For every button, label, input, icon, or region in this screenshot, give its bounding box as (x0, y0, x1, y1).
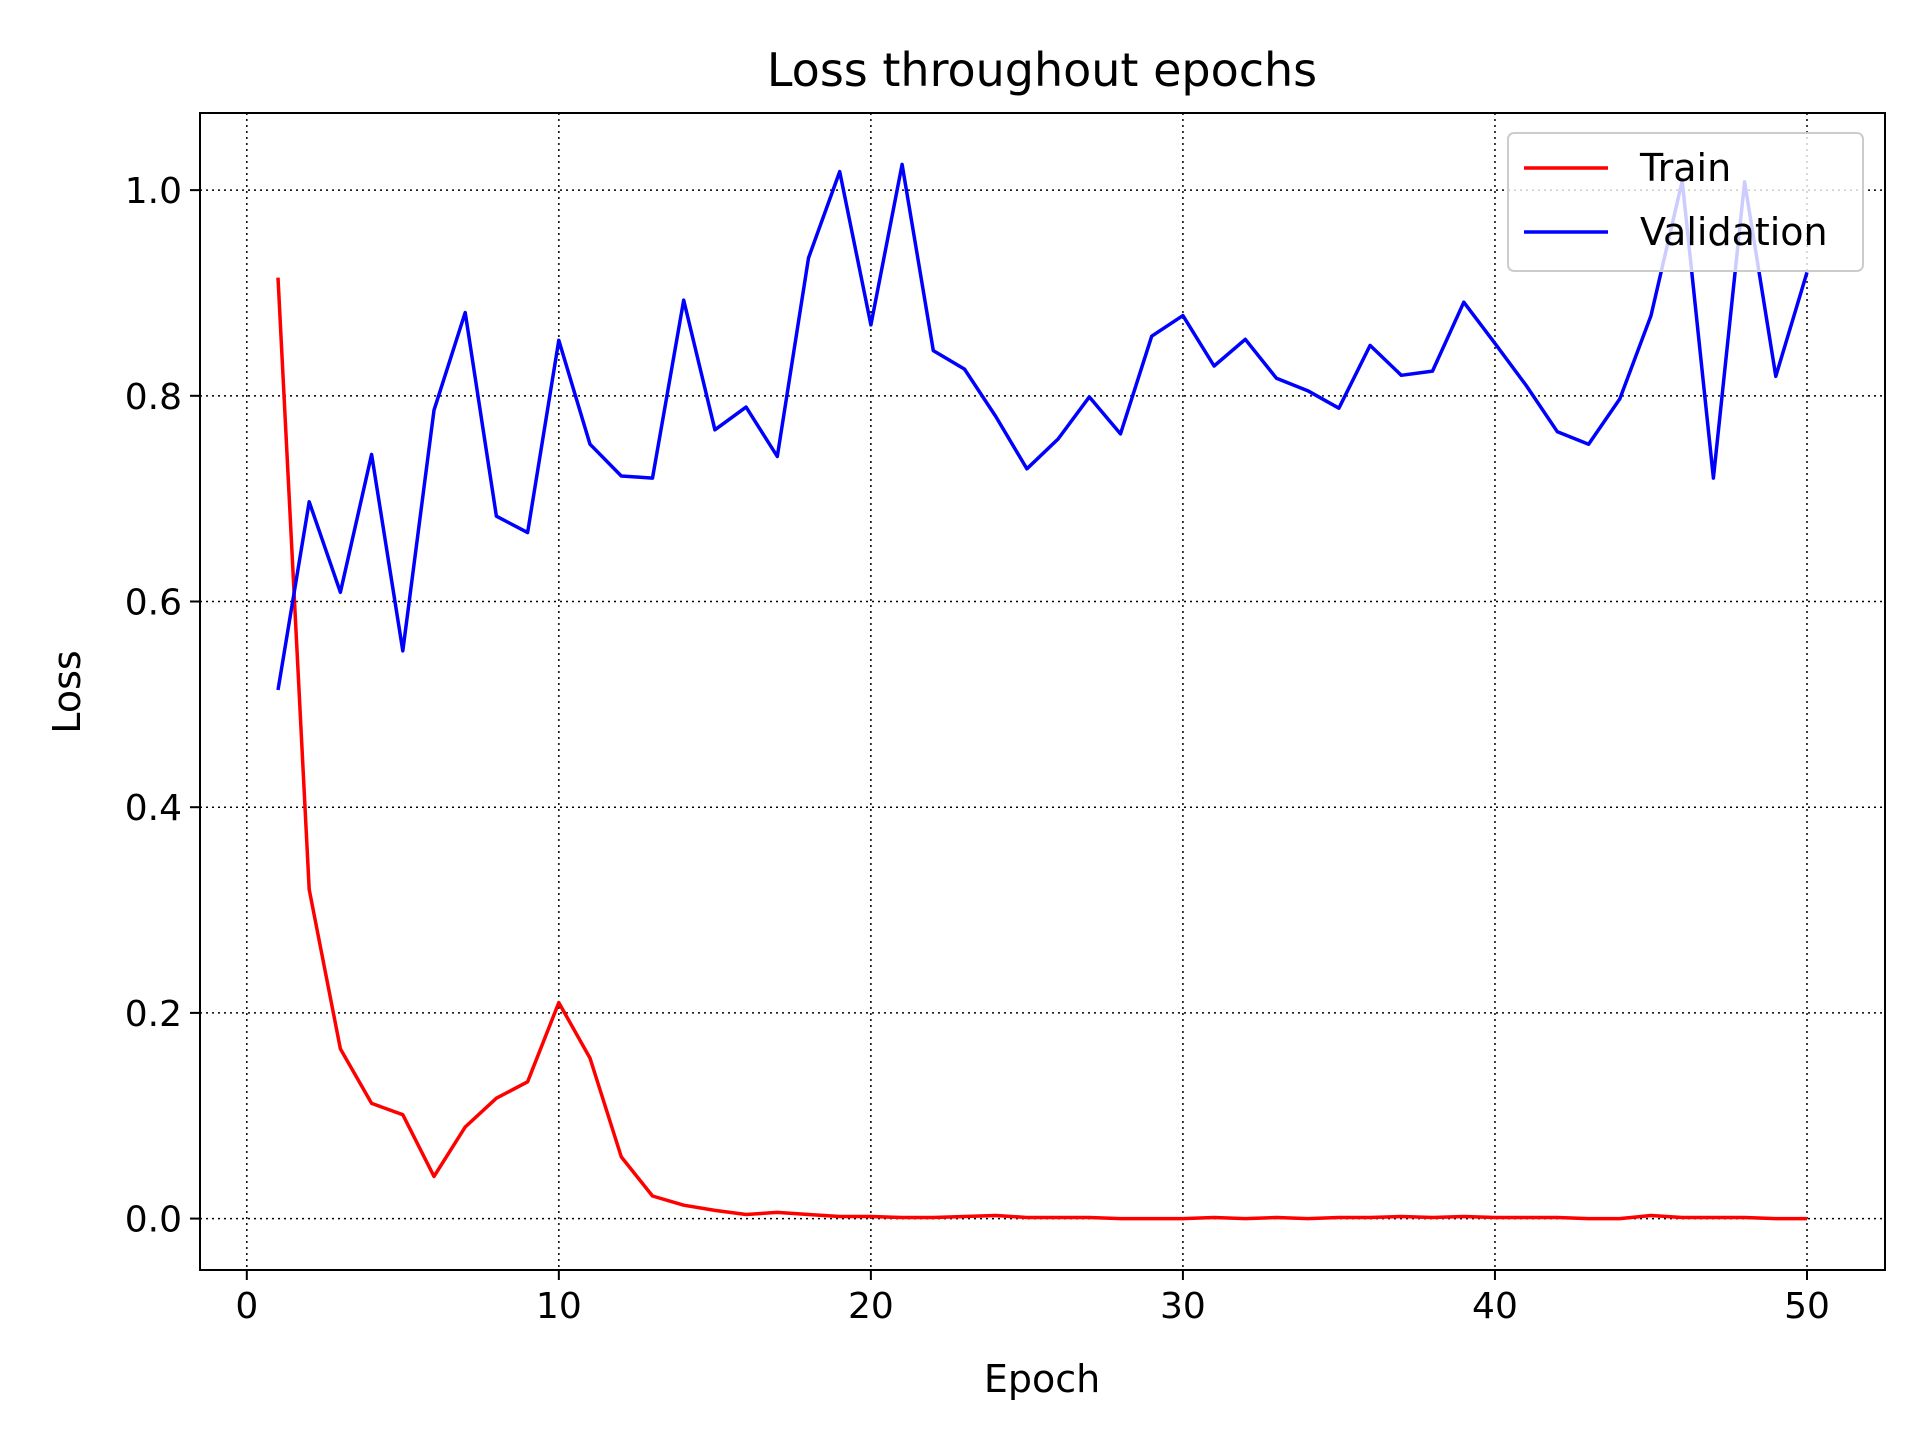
axis-ticks: 0 10 20 30 40 50 0.0 0.2 0.4 0.6 0.8 1.0 (125, 171, 1830, 1327)
legend-label-train: Train (1639, 146, 1731, 190)
x-tick-label: 20 (848, 1286, 894, 1327)
y-tick-label: 0.0 (125, 1200, 182, 1241)
x-tick-label: 50 (1784, 1286, 1830, 1327)
series-lines (276, 162, 1809, 1221)
series-line-validation (276, 162, 1809, 691)
y-tick-label: 0.6 (125, 583, 182, 624)
y-tick-label: 1.0 (125, 171, 182, 212)
series-line-train (276, 277, 1807, 1221)
y-tick-label: 0.4 (125, 788, 182, 829)
y-tick-label: 0.2 (125, 994, 182, 1035)
legend-label-validation: Validation (1640, 210, 1828, 254)
chart-title: Loss throughout epochs (767, 43, 1317, 97)
x-tick-label: 40 (1472, 1286, 1518, 1327)
y-axis-label: Loss (45, 650, 89, 733)
x-tick-label: 10 (536, 1286, 582, 1327)
y-tick-label: 0.8 (125, 377, 182, 418)
x-tick-label: 0 (235, 1286, 258, 1327)
x-axis-label: Epoch (984, 1357, 1100, 1401)
x-tick-label: 30 (1160, 1286, 1206, 1327)
plot-area-frame (199, 112, 1886, 1271)
legend: Train Validation (1507, 132, 1864, 272)
